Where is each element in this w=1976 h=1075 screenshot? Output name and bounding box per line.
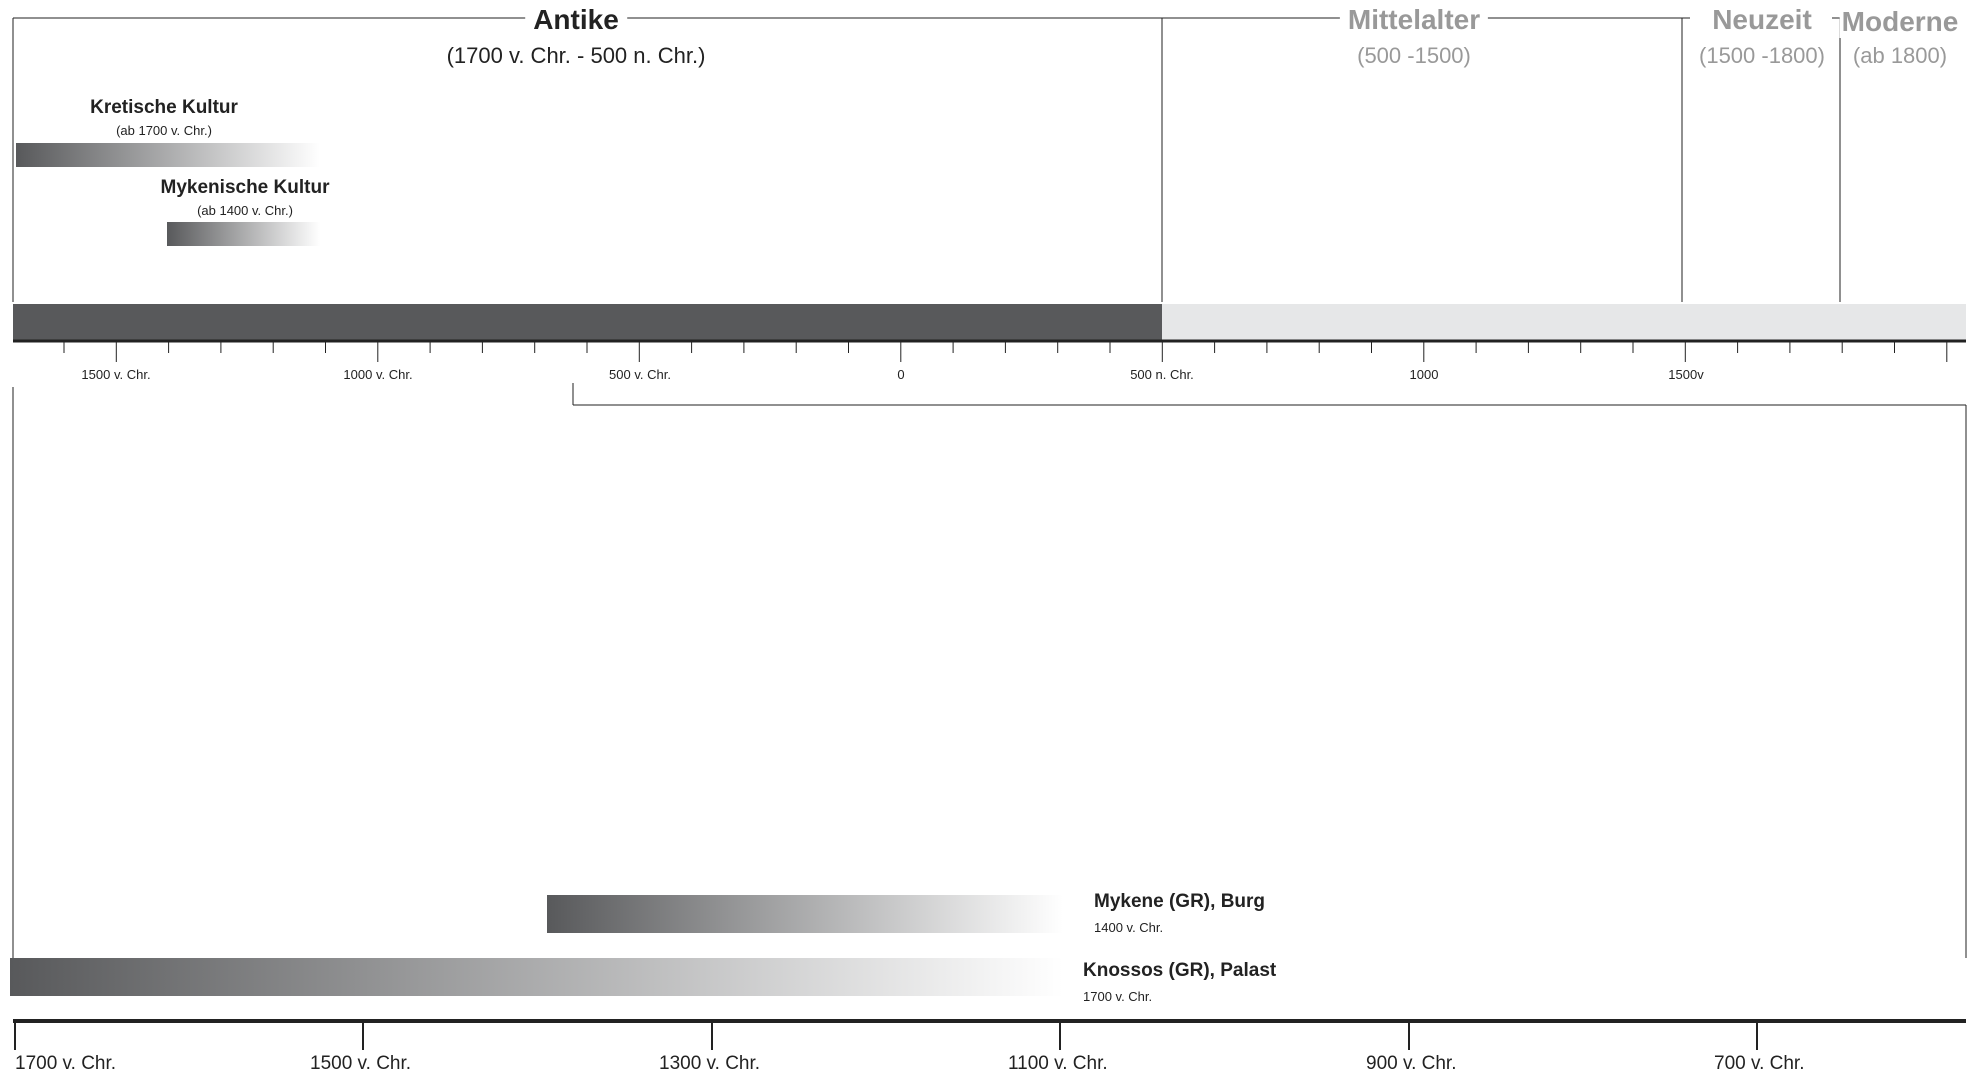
overview-tick-label: 1500v: [1668, 367, 1704, 382]
era-title-moderne: Moderne: [1839, 6, 1961, 38]
detail-bracket: [12, 383, 1967, 958]
mykenische-kultur-bar: [167, 222, 320, 246]
era-title-antike: Antike: [525, 4, 627, 36]
detail-tick-label: 1700 v. Chr.: [15, 1053, 117, 1074]
detail-tick-label: 1500 v. Chr.: [310, 1053, 412, 1074]
kretische-kultur-bar: [16, 143, 320, 167]
era-title-neuzeit: Neuzeit: [1708, 4, 1816, 36]
culture-date-mykenische: (ab 1400 v. Chr.): [197, 203, 293, 218]
detail-tick-label: 1300 v. Chr.: [659, 1053, 761, 1074]
overview-tick-label: 500 v. Chr.: [609, 367, 671, 382]
culture-name-mykenische: Mykenische Kultur: [160, 177, 330, 198]
overview-tick-label: 1000 v. Chr.: [343, 367, 413, 382]
overview-tick-label: 500 n. Chr.: [1130, 367, 1194, 382]
detail-tick-label: 900 v. Chr.: [1366, 1053, 1457, 1074]
overview-tick-label: 1000: [1409, 367, 1439, 382]
overview-bar-later: [1162, 304, 1966, 340]
era-subtitle-neuzeit: (1500 -1800): [1699, 43, 1825, 68]
detail-tick-label: 1100 v. Chr.: [1008, 1053, 1108, 1074]
site-date-mykene: 1400 v. Chr.: [1094, 920, 1164, 935]
culture-date-kretische: (ab 1700 v. Chr.): [116, 123, 212, 138]
site-date-knossos: 1700 v. Chr.: [1083, 989, 1153, 1004]
knossos-palast-bar: [10, 958, 1063, 996]
overview-bar-antike: [13, 304, 1162, 340]
site-name-knossos: Knossos (GR), Palast: [1083, 960, 1277, 981]
overview-ticks: [63, 342, 1948, 362]
era-subtitle-mittelalter: (500 -1500): [1357, 43, 1471, 68]
culture-name-kretische: Kretische Kultur: [90, 97, 238, 118]
detail-ticks: [14, 1023, 1758, 1050]
overview-tick-label: 0: [897, 367, 905, 382]
overview-tick-label: 1500 v. Chr.: [81, 367, 151, 382]
mykene-burg-bar: [547, 895, 1063, 933]
era-subtitle-moderne: (ab 1800): [1852, 43, 1948, 68]
era-subtitle-antike: (1700 v. Chr. - 500 n. Chr.): [446, 43, 706, 68]
site-name-mykene: Mykene (GR), Burg: [1094, 891, 1266, 912]
era-title-mittelalter: Mittelalter: [1339, 4, 1489, 36]
detail-tick-label: 700 v. Chr.: [1714, 1053, 1805, 1074]
era-brackets: [12, 17, 1841, 302]
